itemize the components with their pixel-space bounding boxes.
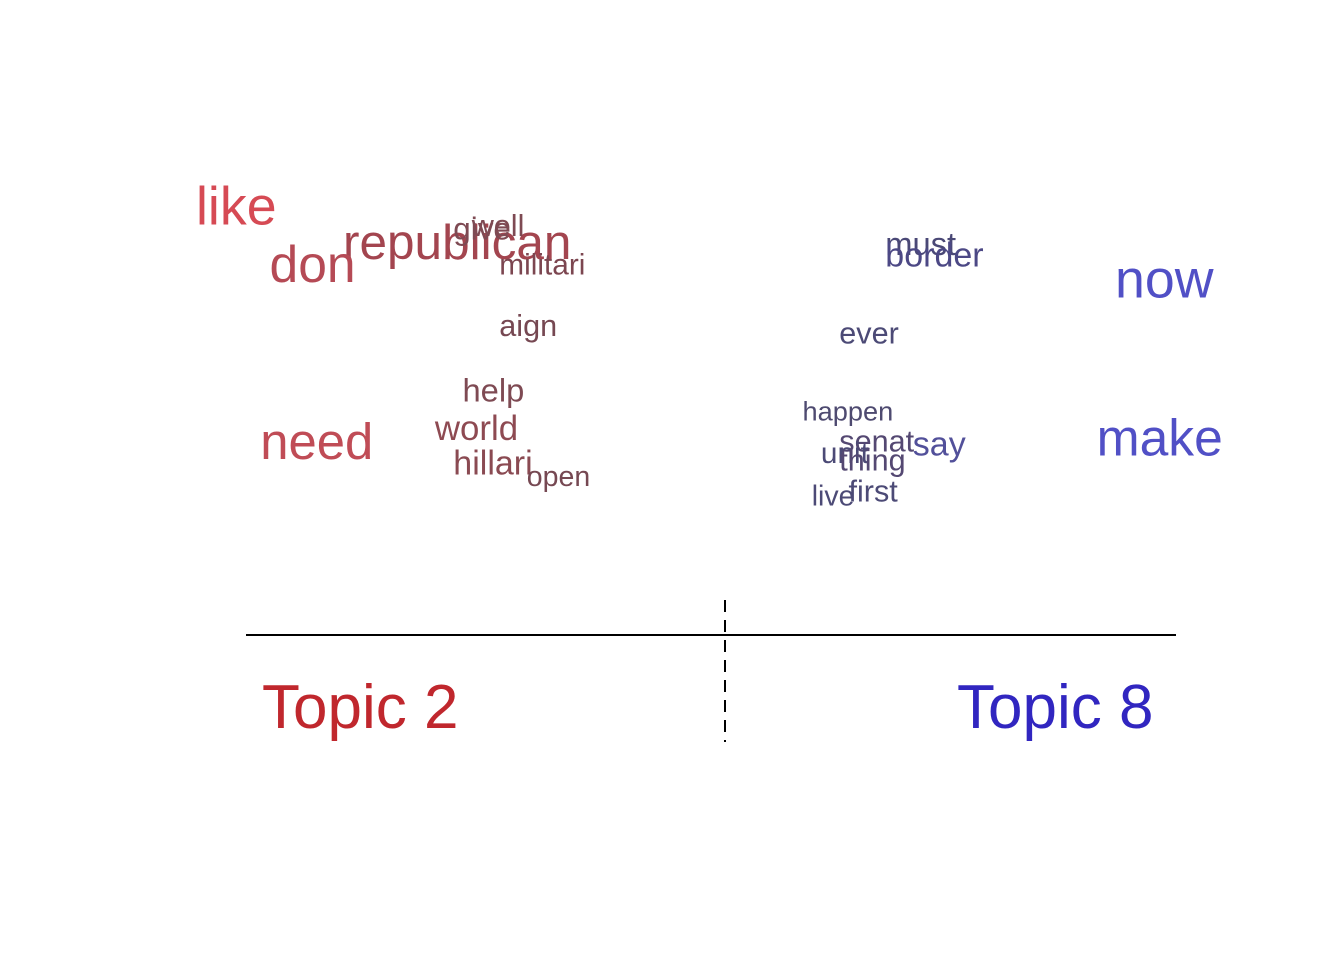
word-need: need xyxy=(260,413,373,470)
word-senat: senat xyxy=(839,424,914,458)
topic-2-label: Topic 2 xyxy=(262,673,458,742)
word-thing: thing xyxy=(839,444,905,478)
word-now: now xyxy=(1115,249,1214,309)
word-world: world xyxy=(434,409,518,448)
word-must: must xyxy=(885,225,956,262)
word-give: give xyxy=(453,212,511,247)
word-happen: happen xyxy=(803,396,894,427)
word-militari: militari xyxy=(499,248,585,281)
word-unit: unit xyxy=(821,437,870,470)
word-border: border xyxy=(885,237,983,275)
word-don: don xyxy=(270,235,356,293)
word-republican: republican xyxy=(343,215,571,270)
word-hillari: hillari xyxy=(453,445,532,483)
word-say: say xyxy=(913,425,966,463)
word-make: make xyxy=(1097,408,1223,466)
word-well: well xyxy=(471,209,525,243)
word-open: open xyxy=(527,461,590,493)
topic-8-label: Topic 8 xyxy=(957,673,1153,742)
word-like: like xyxy=(196,176,277,236)
word-first: first xyxy=(849,474,899,508)
word-ever: ever xyxy=(839,317,899,351)
word-aign: aign xyxy=(499,309,557,343)
word-help: help xyxy=(463,371,525,408)
word-live: live xyxy=(812,480,855,512)
